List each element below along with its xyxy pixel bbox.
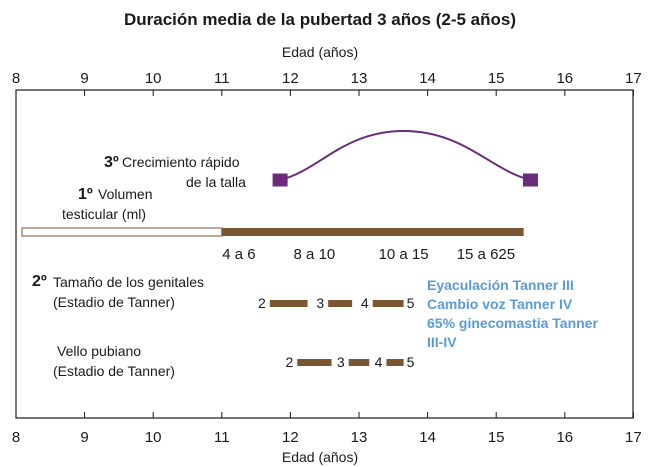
top-tick-label: 8	[12, 70, 20, 87]
puberty-notes: Eyaculación Tanner III Cambio voz Tanner…	[427, 277, 598, 350]
top-tick-label: 9	[80, 70, 88, 87]
tanner-stage-label: 5	[407, 295, 415, 311]
plot-frame	[15, 89, 634, 419]
bottom-tick-label: 11	[214, 429, 230, 446]
top-tick-label: 13	[351, 70, 368, 87]
pubic-label-line1: Vello pubiano	[57, 343, 141, 359]
tanner-stage-label: 2	[258, 295, 266, 311]
note-line-gynecomastia: 65% ginecomastia Tanner	[427, 315, 598, 331]
bottom-tick-label: 10	[145, 429, 162, 446]
bottom-tick-label: 13	[351, 429, 368, 446]
tanner-stage-label: 3	[316, 295, 324, 311]
top-tick-label: 10	[145, 70, 162, 87]
testicular-prepubertal-bar	[21, 227, 223, 237]
testicular-volume-value: 15 a 625	[457, 246, 515, 263]
bottom-axis-ticks: 8 9 10 11 12 13 14 15 16 17	[12, 412, 642, 446]
tanner-stage-bar	[328, 300, 353, 307]
genitals-label-line1: Tamaño de los genitales	[53, 274, 204, 290]
top-tick-label: 12	[282, 70, 299, 87]
testicular-label-line1: Volumen	[98, 186, 152, 202]
genitals-stage-bars: 2 3 4 5	[258, 295, 415, 311]
tanner-stage-label: 4	[361, 295, 369, 311]
growth-label-line2: de la talla	[186, 174, 246, 190]
testicular-volume-values: 4 a 6 8 a 10 10 a 15 15 a 625	[222, 246, 515, 263]
growth-start-marker	[272, 173, 288, 187]
growth-order-number: 3º	[104, 154, 119, 171]
testicular-volume-bar	[221, 228, 524, 236]
bottom-tick-label: 16	[556, 429, 573, 446]
tanner-stage-label: 3	[337, 354, 345, 370]
tanner-stage-label: 4	[375, 354, 383, 370]
top-tick-label: 17	[625, 70, 642, 87]
bottom-tick-label: 15	[488, 429, 505, 446]
tanner-stage-label: 2	[285, 354, 293, 370]
note-line-voice: Cambio voz Tanner IV	[427, 296, 573, 312]
tanner-stage-bar	[348, 359, 370, 366]
tanner-stage-label: 5	[407, 354, 415, 370]
bottom-tick-label: 17	[625, 429, 642, 446]
growth-curve	[279, 129, 531, 181]
note-line-tanner-range: III-IV	[427, 334, 457, 350]
testicular-volume-value: 4 a 6	[222, 246, 255, 263]
note-line-ejaculation: Eyaculación Tanner III	[427, 277, 574, 293]
top-tick-label: 11	[214, 70, 230, 87]
pubic-label-line2: (Estadio de Tanner)	[53, 363, 175, 379]
growth-end-marker	[523, 173, 538, 187]
pubic-stage-bars: 2 3 4 5	[285, 354, 414, 370]
tanner-stage-bar	[269, 300, 308, 307]
genitals-label-line2: (Estadio de Tanner)	[53, 294, 175, 310]
top-axis-ticks: 8 9 10 11 12 13 14 15 16 17	[12, 70, 642, 96]
tanner-stage-bar	[297, 359, 332, 366]
top-axis-label: Edad (años)	[282, 44, 358, 60]
bottom-axis-label: Edad (años)	[282, 449, 358, 465]
bottom-tick-label: 12	[282, 429, 299, 446]
tanner-stage-bar	[386, 359, 404, 366]
tanner-stage-bar	[372, 300, 404, 307]
top-tick-label: 14	[419, 70, 436, 87]
top-tick-label: 16	[556, 70, 573, 87]
genitals-order-number: 2º	[32, 273, 47, 290]
testicular-label-line2: testicular (ml)	[62, 206, 146, 222]
top-tick-label: 15	[488, 70, 505, 87]
bottom-tick-label: 9	[80, 429, 88, 446]
growth-label-line1: Crecimiento rápido	[122, 154, 240, 170]
testicular-order-number: 1º	[78, 186, 93, 203]
bottom-tick-label: 14	[419, 429, 436, 446]
bottom-tick-label: 8	[12, 429, 20, 446]
diagram-title: Duración media de la pubertad 3 años (2-…	[124, 10, 516, 29]
testicular-volume-value: 8 a 10	[294, 246, 336, 263]
testicular-volume-value: 10 a 15	[379, 246, 429, 263]
